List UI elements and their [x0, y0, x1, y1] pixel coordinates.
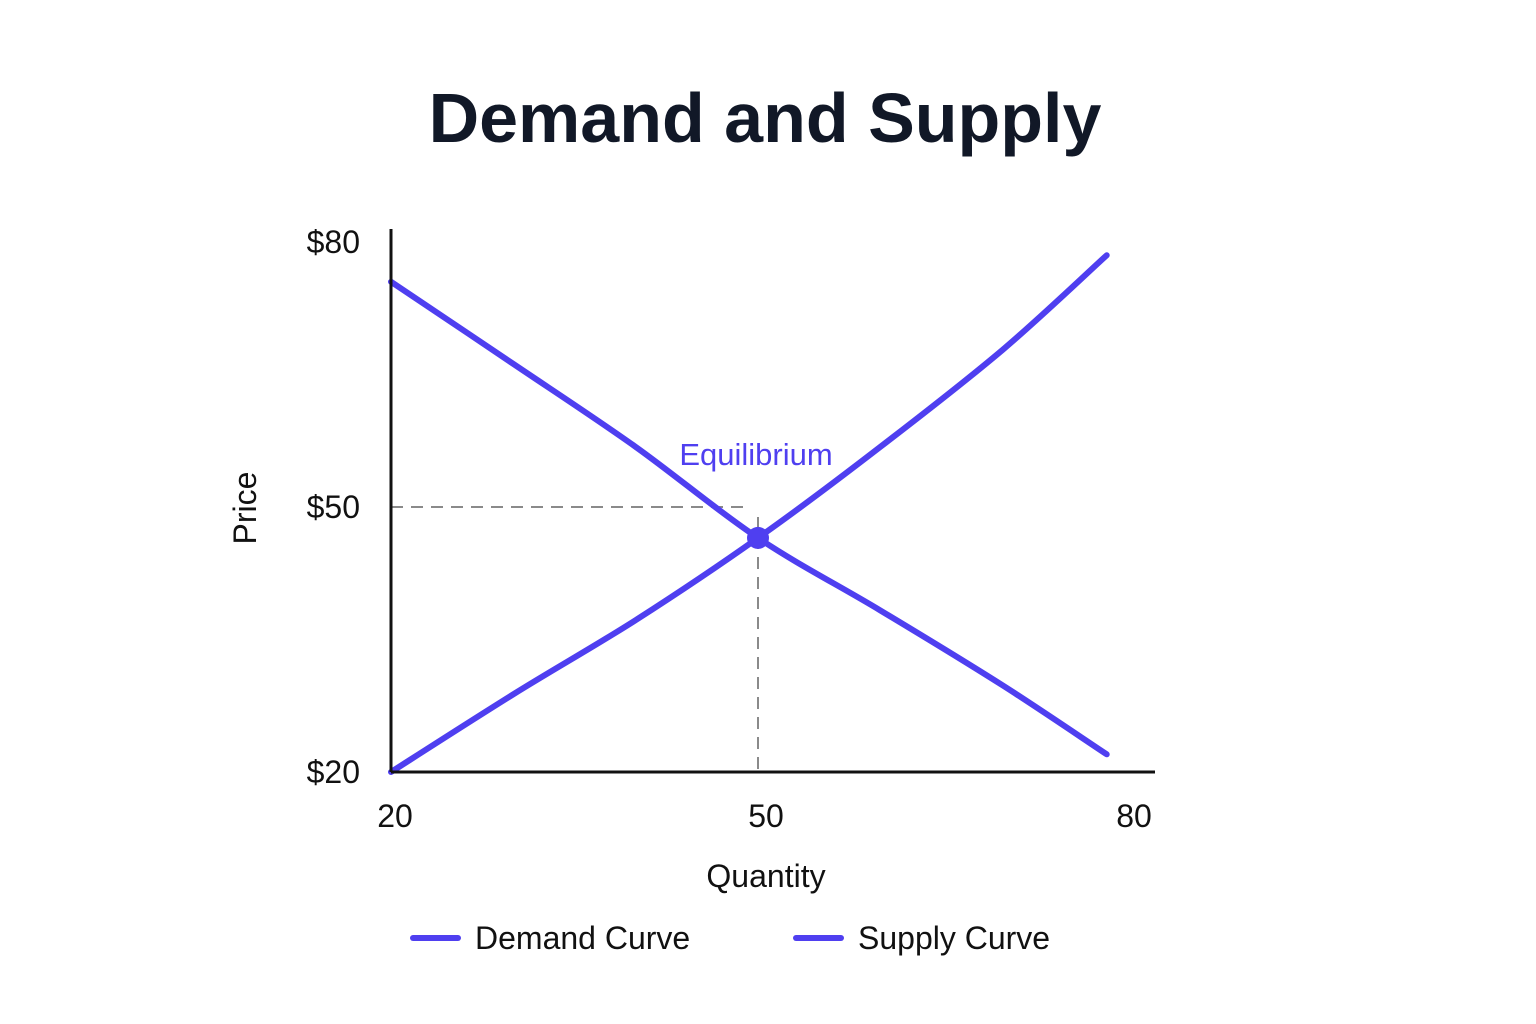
legend-label-demand-curve: Demand Curve — [475, 920, 690, 956]
y-tick-label: $50 — [307, 489, 360, 525]
legend-label-supply-curve: Supply Curve — [858, 920, 1050, 956]
y-axis-label: Price — [227, 472, 263, 545]
plot-area: Equilibrium — [388, 229, 1155, 775]
x-axis-label: Quantity — [706, 858, 825, 894]
equilibrium-layer: Equilibrium — [679, 437, 833, 549]
series-layer — [388, 252, 1110, 775]
x-tick-labels: 20 50 80 — [377, 798, 1152, 834]
reference-lines — [391, 506, 759, 772]
chart-title: Demand and Supply — [429, 79, 1102, 157]
supply-curve-line — [388, 252, 1110, 775]
y-tick-labels: $20 $50 $80 — [307, 224, 360, 790]
legend: Demand Curve Supply Curve — [410, 920, 1050, 956]
equilibrium-point — [747, 526, 769, 549]
y-tick-label: $20 — [307, 754, 360, 790]
x-tick-label: 80 — [1116, 798, 1152, 834]
y-tick-label: $80 — [307, 224, 360, 260]
x-tick-label: 50 — [748, 798, 784, 834]
x-tick-label: 20 — [377, 798, 413, 834]
equilibrium-label: Equilibrium — [679, 437, 832, 472]
